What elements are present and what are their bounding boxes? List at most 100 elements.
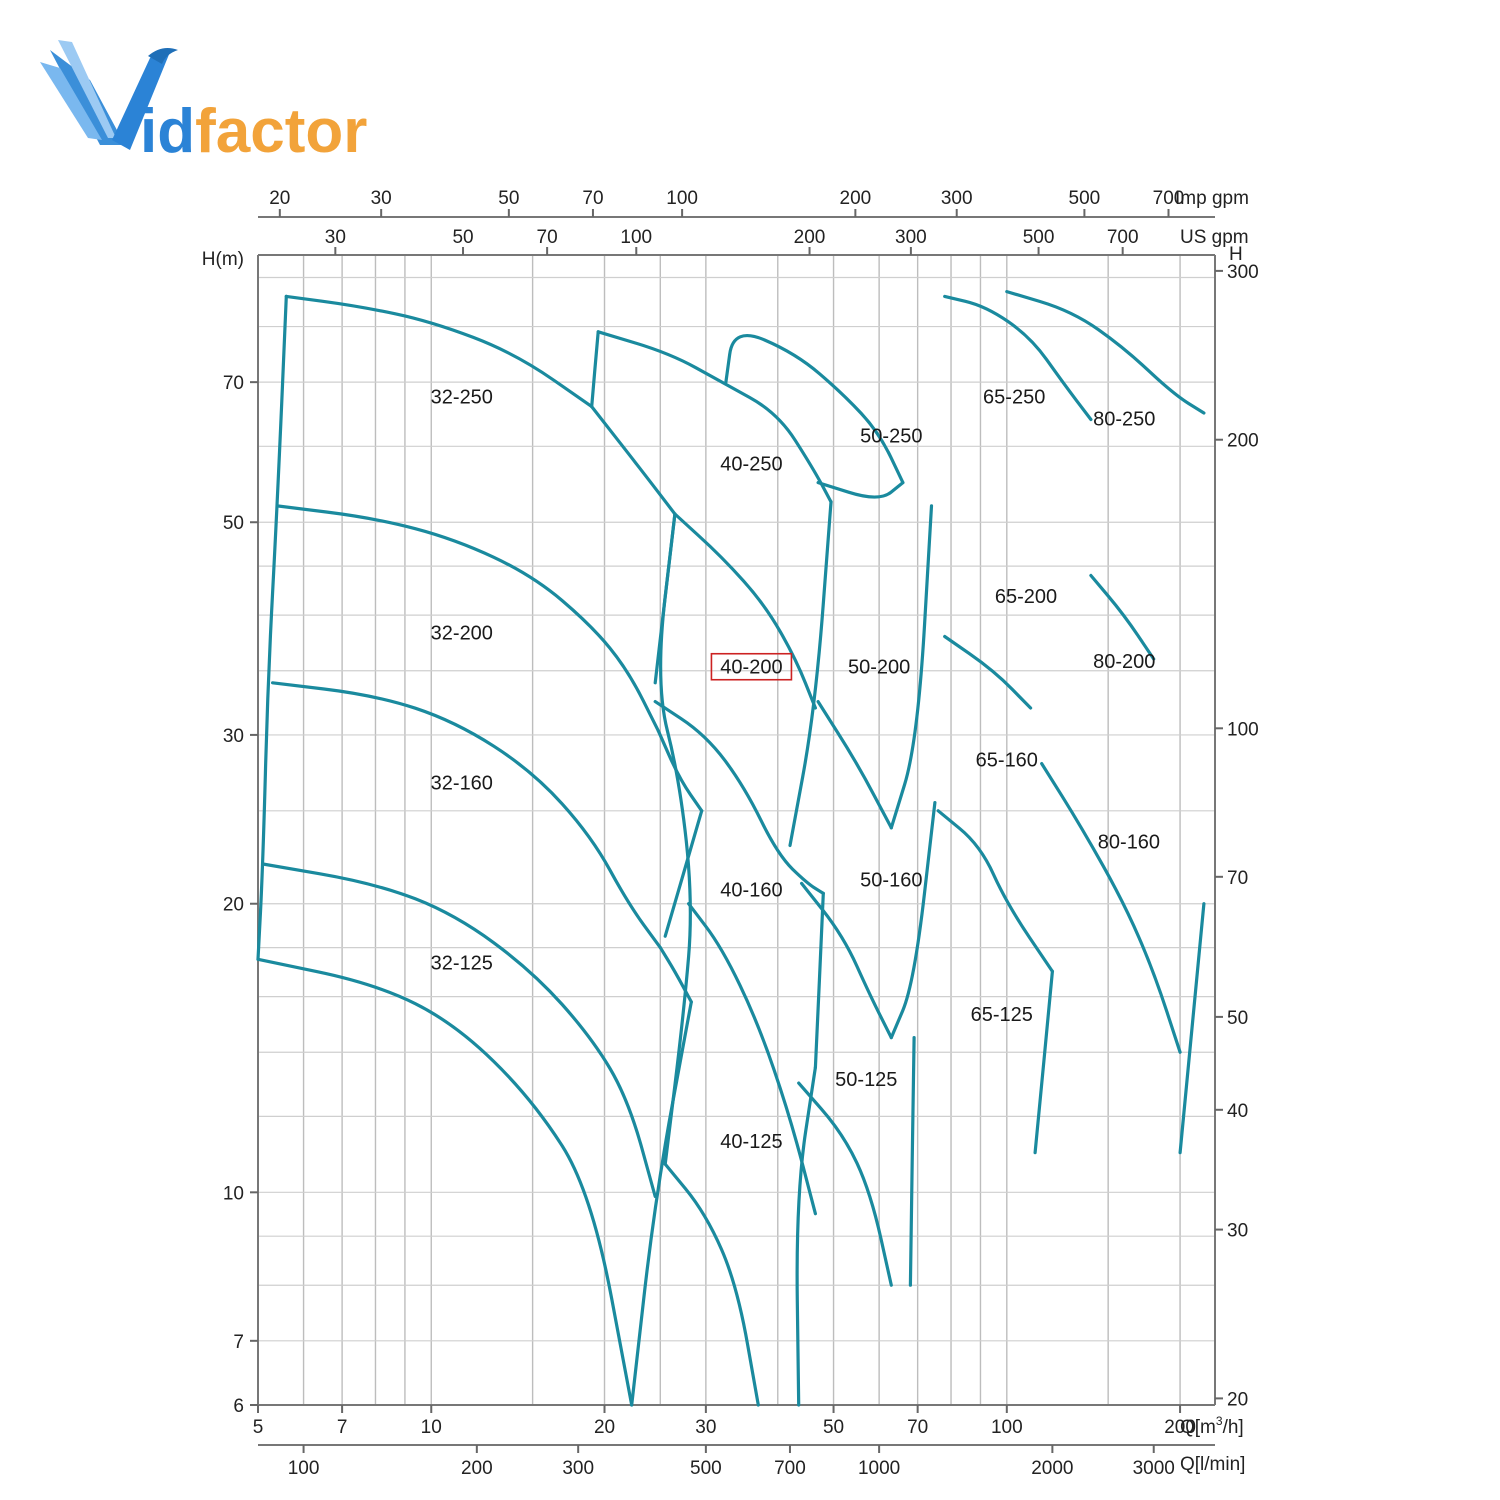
curve-40-125-top [687,902,817,1216]
highlight-box-40-200 [710,652,793,681]
curve-32-right-edge-b [663,809,704,938]
curve-65-125-right [1033,969,1054,1155]
curve-32-right-edge-c [630,1000,693,1407]
top2-tick-label: 300 [895,227,927,248]
right-tick-label: 20 [1227,1389,1248,1410]
top2-tick-label: 70 [537,227,558,248]
vidfactor-logo: idfactor [40,40,367,166]
curve-40-200-right [788,500,833,848]
right-tick-label: 200 [1227,431,1259,452]
curve-40-125-main [663,1162,760,1407]
bottom-tick-label: 50 [823,1417,844,1438]
right-tick-label: 30 [1227,1221,1248,1242]
left-tick-label: 7 [233,1332,244,1353]
bottom2-tick-label: 500 [690,1458,722,1479]
curve-50-125-top [797,1081,893,1287]
top-tick-label: 50 [498,188,519,209]
top-tick-label: 500 [1069,188,1101,209]
region-label-80-250: 80-250 [1093,409,1155,431]
logo-text: idfactor [140,97,367,166]
region-label-50-200: 50-200 [848,657,910,679]
right-tick-label: 300 [1227,262,1259,283]
bottom2-axis-title: Q[l/min] [1180,1454,1245,1475]
top-tick-label: 200 [840,188,872,209]
left-tick-label: 10 [223,1183,244,1204]
top-tick-label: 30 [371,188,392,209]
curve-80-160-top [1040,762,1182,1054]
top2-tick-label: 200 [794,227,826,248]
bottom2-tick-label: 3000 [1133,1458,1175,1479]
curve-32-left-edge [256,294,288,961]
left-tick-label: 50 [223,513,244,534]
right-tick-label: 70 [1227,868,1248,889]
bottom-axis-title-sup: 3 [1216,1414,1223,1428]
curve-50-200-top [816,700,893,830]
bottom2-tick-label: 700 [774,1458,806,1479]
left-tick-label: 30 [223,726,244,747]
curve-32-160-right [658,946,693,1004]
region-label-40-250: 40-250 [720,454,782,476]
right-axis-title: H [1229,244,1243,265]
bottom-tick-label: 20 [594,1417,615,1438]
top2-tick-label: 500 [1023,227,1055,248]
top-tick-label: 300 [941,188,973,209]
bottom2-tick-label: 2000 [1031,1458,1073,1479]
region-label-80-160: 80-160 [1098,832,1160,854]
right-tick-label: 40 [1227,1101,1248,1122]
curve-50-250-top [724,334,905,485]
left-axis-title: H(m) [202,249,244,270]
bottom2-tick-label: 300 [562,1458,594,1479]
top2-tick-label: 30 [325,227,346,248]
curve-40-left-edge [659,512,692,1166]
curve-50-200-right [889,504,934,830]
bottom2-tick-label: 100 [288,1458,320,1479]
region-label-32-250: 32-250 [431,386,493,408]
curve-32-250-right [590,405,677,516]
curve-32-200-right [656,729,704,813]
region-label-80-200: 80-200 [1093,651,1155,673]
region-label-65-160: 65-160 [976,750,1038,772]
curve-65-200-top [943,634,1033,710]
logo-text-i: id [140,97,195,166]
curve-50-250-bottom [816,481,905,499]
curve-80-250-top [1005,290,1206,415]
curve-50-160-top [800,881,893,1040]
bottom-tick-label: 200 [1164,1417,1196,1438]
curve-32-250-top [284,294,594,409]
region-label-50-125: 50-125 [835,1069,897,1091]
bottom-tick-label: 70 [907,1417,928,1438]
top2-tick-label: 700 [1107,227,1139,248]
top-tick-label: 700 [1153,188,1185,209]
region-label-40-200: 40-200 [720,657,782,679]
region-label-50-250: 50-250 [860,425,922,447]
right-tick-label: 100 [1227,719,1259,740]
region-label-40-125: 40-125 [720,1131,782,1153]
region-label-32-160: 32-160 [431,773,493,795]
bottom-tick-label: 5 [253,1417,264,1438]
top2-axis-title: US gpm [1180,227,1249,248]
curve-65-160-top [936,809,1054,973]
region-label-32-200: 32-200 [431,622,493,644]
bottom-tick-label: 30 [695,1417,716,1438]
left-tick-label: 20 [223,895,244,916]
bottom2-tick-label: 200 [461,1458,493,1479]
curve-32-200-top [275,504,660,733]
top-tick-label: 70 [582,188,603,209]
bottom-axis-title-end: /h] [1223,1417,1244,1438]
curve-80-160-right [1178,902,1206,1155]
top2-tick-label: 100 [620,227,652,248]
bottom2-tick-label: 1000 [858,1458,900,1479]
curves [256,290,1206,1407]
curve-40-right-edge [795,1065,817,1407]
curve-32-160-top [271,681,662,950]
top2-tick-label: 50 [452,227,473,248]
bottom-axis-title: Q[m3/h] [1180,1414,1244,1438]
right-tick-label: 50 [1227,1008,1248,1029]
bottom-tick-label: 10 [421,1417,442,1438]
curve-32-125-main [256,957,634,1407]
top-axis-title: Imp gpm [1175,188,1249,209]
bottom-tick-label: 100 [991,1417,1023,1438]
curve-50-160-right [889,801,937,1040]
grid [257,255,1215,1406]
